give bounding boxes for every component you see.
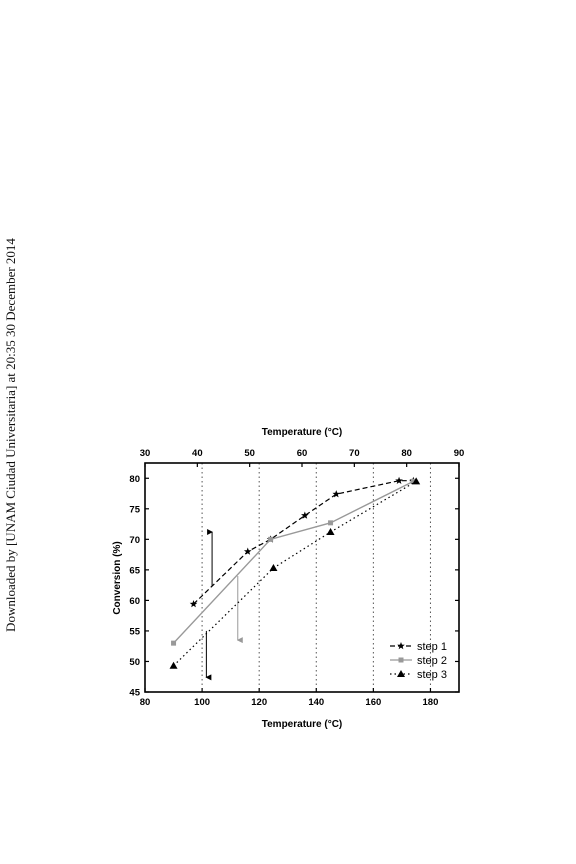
point-step-1-5 — [332, 490, 341, 498]
point-step-2-3 — [328, 520, 334, 526]
grid-layer — [201, 463, 431, 692]
x-tick-label-180: 180 — [423, 697, 439, 708]
legend-label-step-2: step 2 — [417, 655, 447, 667]
x-top-tick-label-40: 40 — [192, 448, 203, 459]
y-tick-label-45: 45 — [129, 688, 140, 699]
y-tick-label-75: 75 — [129, 504, 140, 515]
x-top-tick-label-50: 50 — [244, 448, 255, 459]
arrow-layer — [205, 529, 243, 681]
y-tick-label-70: 70 — [129, 535, 140, 546]
series-line-step-2 — [173, 480, 414, 644]
point-step-3-3 — [326, 528, 335, 536]
point-step-1-1 — [189, 600, 198, 608]
point-step-1-6 — [395, 476, 403, 484]
x-top-tick-label-70: 70 — [349, 448, 360, 459]
plot-frame — [144, 462, 460, 693]
y-axis-title: Conversion (%) — [112, 541, 123, 614]
x-top-tick-label-90: 90 — [454, 448, 465, 459]
x-tick-label-100: 100 — [194, 697, 210, 708]
x-tick-label-80: 80 — [140, 697, 151, 708]
x-tick-label-140: 140 — [308, 697, 324, 708]
point-step-3-2 — [269, 564, 278, 572]
y-tick-label-80: 80 — [129, 474, 140, 485]
point-step-3-4 — [412, 477, 421, 485]
x-axis-title: Temperature (°C) — [262, 719, 343, 730]
legend-label-step-3: step 3 — [417, 669, 447, 681]
point-step-2-4 — [410, 478, 416, 484]
point-step-1-4 — [301, 511, 309, 519]
point-step-3-1 — [169, 661, 178, 669]
legend-marker-step-3 — [397, 670, 405, 677]
series-line-step-3 — [173, 480, 417, 667]
point-step-1-2 — [243, 547, 252, 555]
legend-label-step-1: step 1 — [417, 641, 447, 653]
legend-marker-step-1 — [397, 642, 405, 650]
x-axis-top-title: Temperature (°C) — [262, 427, 343, 438]
x-top-tick-label-60: 60 — [297, 448, 308, 459]
point-step-2-1 — [171, 640, 177, 646]
y-tick-label-60: 60 — [129, 596, 140, 607]
x-tick-label-120: 120 — [251, 697, 267, 708]
legend-marker-step-2 — [398, 657, 404, 663]
y-tick-label-55: 55 — [129, 626, 140, 637]
y-tick-label-50: 50 — [129, 657, 140, 668]
point-step-2-2 — [268, 536, 274, 542]
tick-layer: 80 100 120 140 160 180 30 40 50 60 70 80 90 45 50 55 60 6… — [129, 448, 464, 708]
x-top-tick-label-80: 80 — [401, 448, 412, 459]
x-tick-label-160: 160 — [365, 697, 381, 708]
x-top-tick-label-30: 30 — [140, 448, 151, 459]
legend: step 1 step 2 step 3 — [390, 641, 447, 681]
series-layer — [169, 476, 421, 669]
y-tick-label-65: 65 — [129, 565, 140, 576]
